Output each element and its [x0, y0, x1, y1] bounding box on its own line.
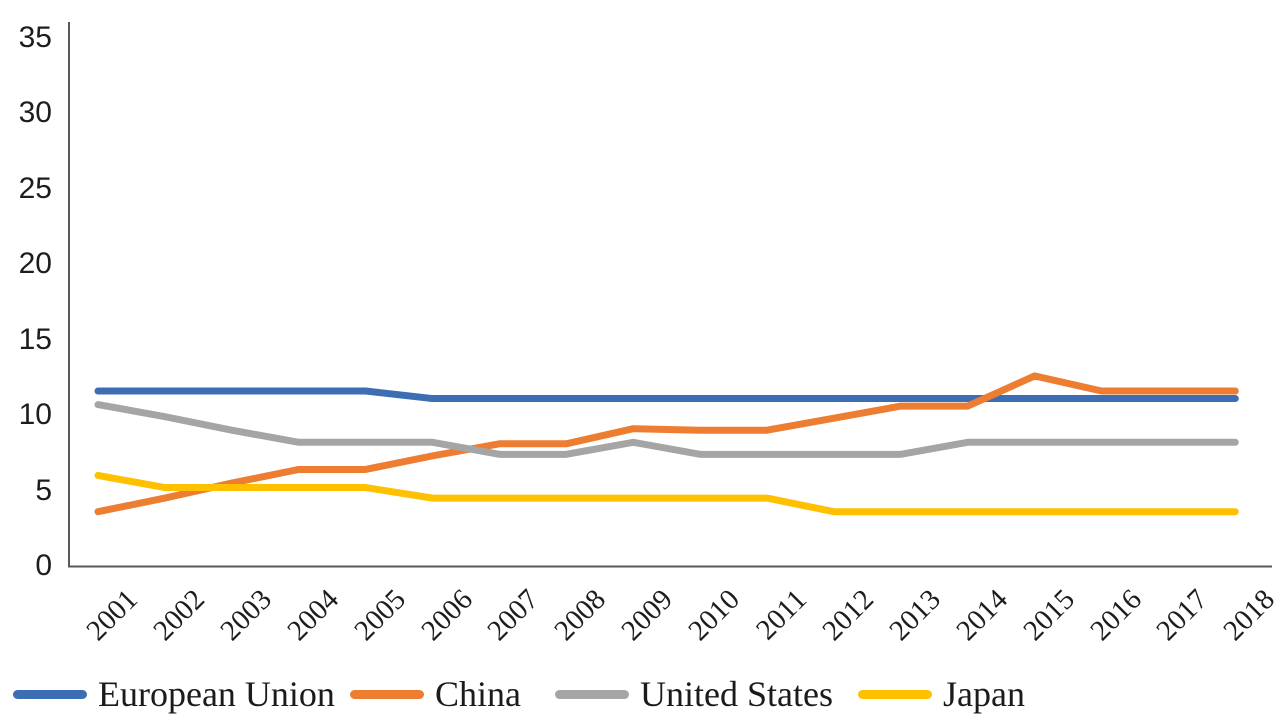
legend-item-european-union: European Union	[13, 671, 335, 717]
legend-label-japan: Japan	[943, 674, 1025, 714]
legend-swatch-china	[350, 689, 424, 699]
y-tick-label-5: 5	[35, 473, 52, 507]
legend-swatch-united-states	[555, 689, 629, 699]
y-tick-label-35: 35	[18, 20, 52, 54]
y-tick-label-15: 15	[18, 322, 52, 356]
legend-item-china: China	[350, 671, 521, 717]
legend-swatch-european-union	[13, 689, 87, 699]
legend-label-united-states: United States	[640, 674, 833, 714]
series-line-european-union	[94, 387, 1239, 403]
legend-item-japan: Japan	[858, 671, 1025, 717]
legend-swatch-japan	[858, 689, 932, 699]
y-tick-label-20: 20	[18, 247, 52, 281]
series-line-japan	[94, 471, 1239, 516]
legend-label-european-union: European Union	[98, 674, 335, 714]
series-line-united-states	[94, 401, 1239, 458]
legend-item-united-states: United States	[555, 671, 833, 717]
series-line-china	[94, 372, 1239, 516]
y-tick-label-0: 0	[35, 549, 52, 582]
y-tick-label-10: 10	[18, 398, 52, 432]
y-tick-label-30: 30	[18, 96, 52, 130]
legend-label-china: China	[435, 674, 521, 714]
y-tick-label-25: 25	[18, 171, 52, 205]
